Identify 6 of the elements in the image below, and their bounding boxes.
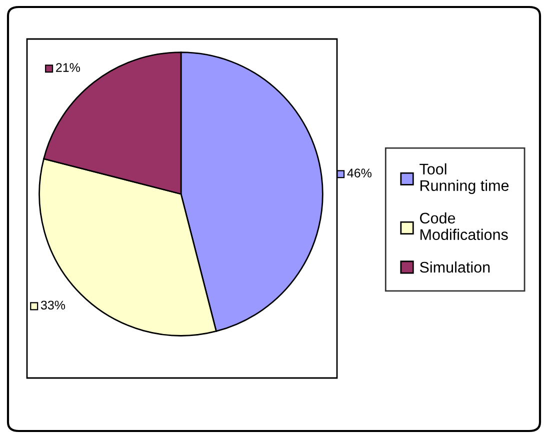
legend-label: Simulation [420, 261, 490, 273]
legend-label: Tool Running time [420, 163, 509, 194]
data-label: 33% [40, 300, 66, 310]
legend-label: Code Modifications [420, 212, 508, 240]
data-label: 46% [347, 168, 372, 178]
data-label: 21% [56, 63, 80, 72]
